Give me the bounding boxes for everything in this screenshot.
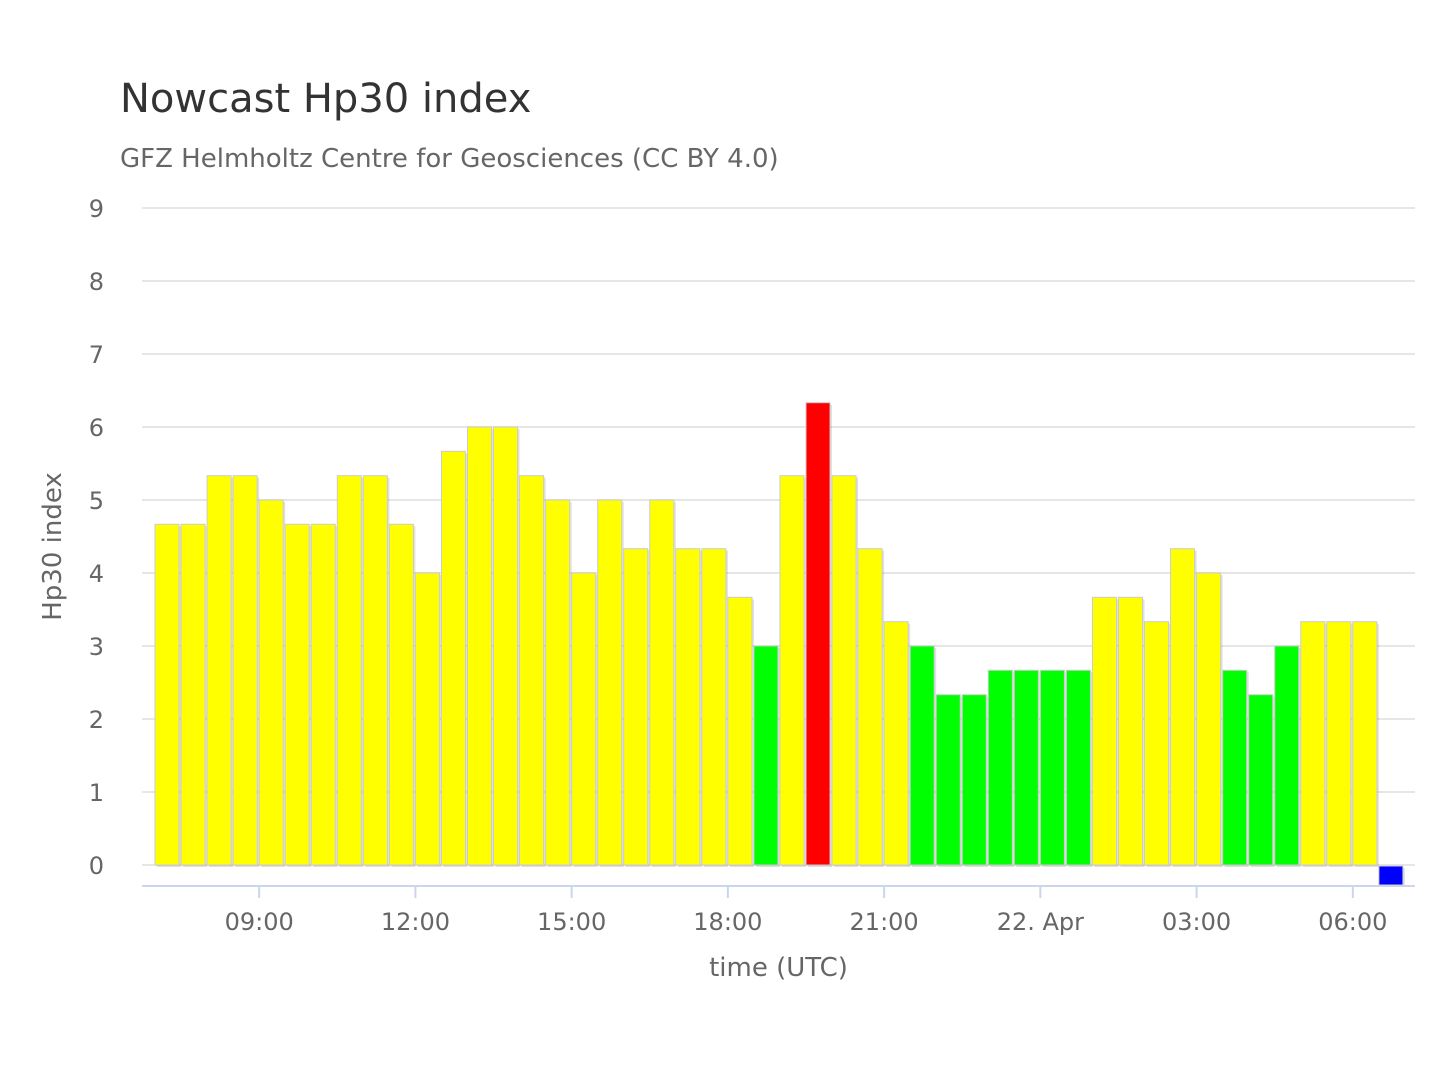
bar [571, 572, 597, 866]
bar-series [154, 402, 1405, 887]
x-axis-title: time (UTC) [709, 953, 848, 983]
bar [857, 548, 883, 866]
bar [258, 499, 284, 866]
bar [180, 523, 206, 866]
x-tick-label: 03:00 [1162, 908, 1231, 936]
x-tick-label: 21:00 [850, 908, 919, 936]
y-tick-label: 0 [89, 852, 104, 880]
bar [414, 572, 440, 866]
x-tick-label: 12:00 [381, 908, 450, 936]
bar [1352, 621, 1378, 866]
bar [1378, 865, 1404, 886]
bar [493, 426, 519, 866]
bar [909, 645, 935, 866]
bar [831, 475, 857, 866]
bar [1196, 572, 1222, 866]
x-tick-label: 09:00 [225, 908, 294, 936]
bar [1326, 621, 1352, 866]
bar [545, 499, 571, 866]
bar [519, 475, 545, 866]
bar [597, 499, 623, 866]
bar [961, 694, 987, 866]
bar [1248, 694, 1274, 866]
bar [232, 475, 258, 866]
y-tick-label: 3 [89, 633, 104, 661]
bar [154, 523, 180, 866]
x-tick-label: 15:00 [537, 908, 606, 936]
bar [805, 402, 831, 866]
bar [987, 669, 1013, 866]
bar [466, 426, 493, 866]
x-axis-ticks: 09:00 12:00 15:00 18:00 21:00 22. Apr 03:00 06:… [225, 886, 1387, 936]
bar [649, 499, 675, 866]
bar [284, 523, 310, 866]
bar [1274, 645, 1300, 866]
bar [1170, 548, 1196, 866]
chart-title: Nowcast Hp30 index [120, 76, 532, 122]
y-tick-label: 5 [89, 487, 104, 515]
bar [779, 475, 805, 866]
y-tick-label: 1 [89, 779, 104, 807]
y-tick-label: 4 [89, 560, 104, 588]
x-tick-label: 06:00 [1318, 908, 1387, 936]
chart-subtitle: GFZ Helmholtz Centre for Geosciences (CC… [120, 144, 779, 174]
bar [883, 621, 909, 866]
bar [206, 475, 232, 866]
bar [753, 645, 779, 866]
bar [1091, 596, 1117, 866]
bar [727, 596, 753, 866]
bar [310, 523, 336, 866]
bar [440, 450, 466, 866]
bar [1039, 669, 1065, 866]
bar [1300, 621, 1326, 866]
bar [675, 548, 701, 866]
bar [623, 548, 649, 866]
y-tick-label: 7 [89, 341, 104, 369]
bar [362, 475, 388, 866]
bar [336, 475, 362, 866]
bar [1222, 669, 1248, 866]
y-axis-ticks: 0 1 2 3 4 5 6 7 8 9 [89, 195, 104, 880]
bar [1013, 669, 1039, 866]
bar [1144, 621, 1170, 866]
y-tick-label: 9 [89, 195, 104, 223]
bar [1065, 669, 1091, 866]
bar [701, 548, 727, 866]
y-tick-label: 2 [89, 706, 104, 734]
y-tick-label: 6 [89, 414, 104, 442]
y-tick-label: 8 [89, 268, 104, 296]
bar [935, 694, 961, 866]
y-axis-title: Hp30 index [38, 472, 68, 621]
bar [1117, 596, 1144, 866]
x-tick-label: 18:00 [693, 908, 762, 936]
x-tick-label: 22. Apr [997, 908, 1084, 936]
bar [388, 523, 414, 866]
